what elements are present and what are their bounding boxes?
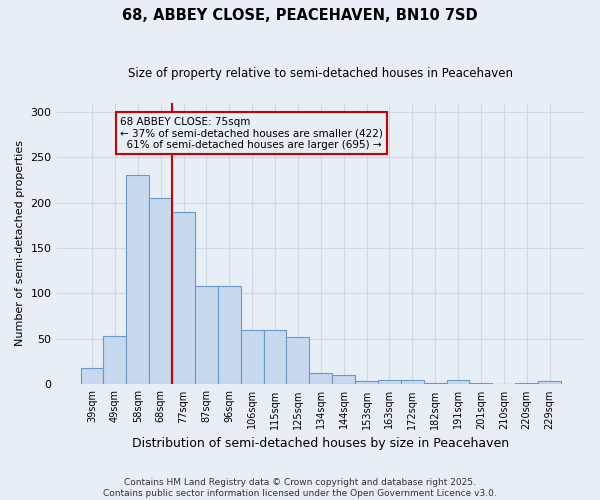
- Bar: [195, 286, 218, 384]
- Bar: [103, 336, 127, 384]
- Bar: [401, 380, 424, 384]
- Bar: [538, 381, 561, 384]
- Bar: [515, 382, 538, 384]
- Bar: [355, 381, 378, 384]
- Bar: [378, 380, 401, 384]
- Bar: [80, 368, 103, 384]
- Bar: [127, 176, 149, 384]
- Bar: [332, 376, 355, 384]
- Bar: [218, 286, 241, 384]
- Bar: [241, 330, 263, 384]
- Bar: [469, 382, 493, 384]
- Text: 68 ABBEY CLOSE: 75sqm
← 37% of semi-detached houses are smaller (422)
  61% of s: 68 ABBEY CLOSE: 75sqm ← 37% of semi-deta…: [120, 116, 383, 150]
- Bar: [263, 330, 286, 384]
- X-axis label: Distribution of semi-detached houses by size in Peacehaven: Distribution of semi-detached houses by …: [132, 437, 509, 450]
- Bar: [172, 212, 195, 384]
- Text: 68, ABBEY CLOSE, PEACEHAVEN, BN10 7SD: 68, ABBEY CLOSE, PEACEHAVEN, BN10 7SD: [122, 8, 478, 22]
- Text: Contains HM Land Registry data © Crown copyright and database right 2025.
Contai: Contains HM Land Registry data © Crown c…: [103, 478, 497, 498]
- Bar: [446, 380, 469, 384]
- Bar: [310, 372, 332, 384]
- Bar: [286, 337, 310, 384]
- Title: Size of property relative to semi-detached houses in Peacehaven: Size of property relative to semi-detach…: [128, 68, 513, 80]
- Bar: [149, 198, 172, 384]
- Bar: [424, 382, 446, 384]
- Y-axis label: Number of semi-detached properties: Number of semi-detached properties: [15, 140, 25, 346]
